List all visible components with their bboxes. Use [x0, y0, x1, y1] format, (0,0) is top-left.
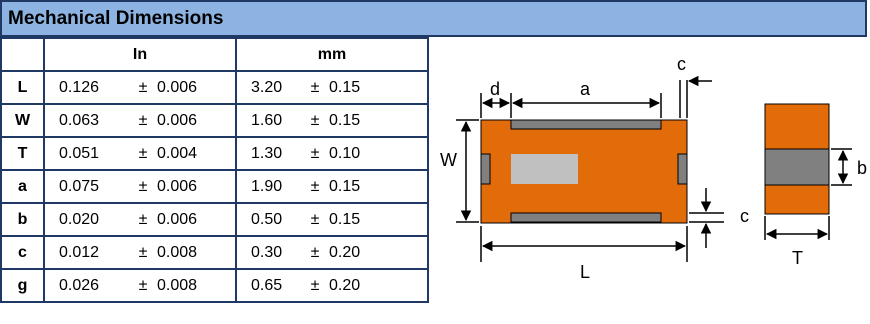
inch-nominal: 0.063	[59, 111, 100, 129]
inch-tolerance: 0.006	[157, 210, 198, 228]
mm-nominal: 1.30	[251, 144, 283, 162]
mm-nominal: 1.60	[251, 111, 283, 129]
plus-minus-sign: ±	[138, 78, 148, 96]
mm-tolerance: 0.15	[329, 78, 361, 96]
label-d: d	[490, 79, 500, 99]
plus-minus-sign: ±	[138, 177, 148, 195]
plus-minus-sign: ±	[310, 243, 320, 261]
plus-minus-sign: ±	[310, 210, 320, 228]
top-terminal	[510, 119, 662, 130]
inch-value: 0.063 ±0.006	[43, 103, 237, 138]
mm-tolerance: 0.15	[329, 111, 361, 129]
inch-tolerance: 0.008	[157, 276, 198, 294]
dimensions-table: In mm L 0.126 ±0.006 3.20 ±0.15 W 0.063 ±0.006 1…	[0, 37, 429, 303]
table-row: a 0.075 ±0.006 1.90 ±0.15	[0, 169, 429, 204]
header-symbol	[0, 37, 45, 72]
inch-value: 0.020 ±0.006	[43, 202, 237, 237]
plus-minus-sign: ±	[310, 276, 320, 294]
inch-value: 0.026 ±0.008	[43, 268, 237, 303]
dimension-symbol: L	[0, 70, 45, 105]
inch-value: 0.075 ±0.006	[43, 169, 237, 204]
inch-nominal: 0.020	[59, 210, 100, 228]
mm-value: 1.30 ±0.10	[235, 136, 429, 171]
inch-tolerance: 0.006	[157, 78, 198, 96]
label-t: T	[792, 248, 803, 268]
left-terminal	[480, 153, 491, 185]
mm-value: 1.60 ±0.15	[235, 103, 429, 138]
dimension-symbol: b	[0, 202, 45, 237]
table-row: g 0.026 ±0.008 0.65 ±0.20	[0, 268, 429, 303]
inch-nominal: 0.126	[59, 78, 100, 96]
plus-minus-sign: ±	[310, 111, 320, 129]
inch-nominal: 0.012	[59, 243, 100, 261]
inch-value: 0.012 ±0.008	[43, 235, 237, 270]
label-c-top: c	[677, 54, 686, 74]
mm-value: 3.20 ±0.15	[235, 70, 429, 105]
plus-minus-sign: ±	[310, 177, 320, 195]
dimension-symbol: T	[0, 136, 45, 171]
mm-nominal: 0.30	[251, 243, 283, 261]
mm-nominal: 0.50	[251, 210, 283, 228]
mm-value: 0.30 ±0.20	[235, 235, 429, 270]
mm-nominal: 3.20	[251, 78, 283, 96]
inch-nominal: 0.051	[59, 144, 100, 162]
bottom-terminal	[510, 212, 662, 223]
side-terminal-band	[764, 148, 830, 186]
inch-tolerance: 0.006	[157, 111, 198, 129]
mm-value: 0.65 ±0.20	[235, 268, 429, 303]
dimension-symbol: g	[0, 268, 45, 303]
table-header-row: In mm	[0, 37, 429, 72]
header-mm: mm	[235, 37, 429, 72]
label-c-right: c	[740, 206, 749, 226]
chip-dimension-diagram: d a c W c L b T	[440, 54, 867, 282]
mm-tolerance: 0.15	[329, 210, 361, 228]
dimension-symbol: c	[0, 235, 45, 270]
plus-minus-sign: ±	[138, 111, 148, 129]
mm-tolerance: 0.20	[329, 243, 361, 261]
section-title: Mechanical Dimensions	[0, 0, 867, 37]
right-terminal	[677, 153, 688, 185]
table-row: L 0.126 ±0.006 3.20 ±0.15	[0, 70, 429, 105]
plus-minus-sign: ±	[310, 78, 320, 96]
label-l: L	[580, 262, 590, 282]
plus-minus-sign: ±	[138, 210, 148, 228]
label-w: W	[440, 150, 457, 170]
marking-area	[511, 154, 578, 184]
inch-nominal: 0.026	[59, 276, 100, 294]
dimension-symbol: W	[0, 103, 45, 138]
inch-value: 0.126 ±0.006	[43, 70, 237, 105]
inch-tolerance: 0.008	[157, 243, 198, 261]
table-row: W 0.063 ±0.006 1.60 ±0.15	[0, 103, 429, 138]
table-row: c 0.012 ±0.008 0.30 ±0.20	[0, 235, 429, 270]
mm-nominal: 1.90	[251, 177, 283, 195]
table-row: b 0.020 ±0.006 0.50 ±0.15	[0, 202, 429, 237]
inch-tolerance: 0.004	[157, 144, 198, 162]
plus-minus-sign: ±	[310, 144, 320, 162]
inch-nominal: 0.075	[59, 177, 100, 195]
header-inch: In	[43, 37, 237, 72]
table-row: T 0.051 ±0.004 1.30 ±0.10	[0, 136, 429, 171]
mm-tolerance: 0.10	[329, 144, 361, 162]
label-b: b	[857, 158, 867, 178]
mm-tolerance: 0.15	[329, 177, 361, 195]
mm-value: 1.90 ±0.15	[235, 169, 429, 204]
label-a: a	[580, 79, 591, 99]
mm-nominal: 0.65	[251, 276, 283, 294]
plus-minus-sign: ±	[138, 276, 148, 294]
inch-value: 0.051 ±0.004	[43, 136, 237, 171]
inch-tolerance: 0.006	[157, 177, 198, 195]
plus-minus-sign: ±	[138, 144, 148, 162]
mm-tolerance: 0.20	[329, 276, 361, 294]
dimension-symbol: a	[0, 169, 45, 204]
plus-minus-sign: ±	[138, 243, 148, 261]
mm-value: 0.50 ±0.15	[235, 202, 429, 237]
